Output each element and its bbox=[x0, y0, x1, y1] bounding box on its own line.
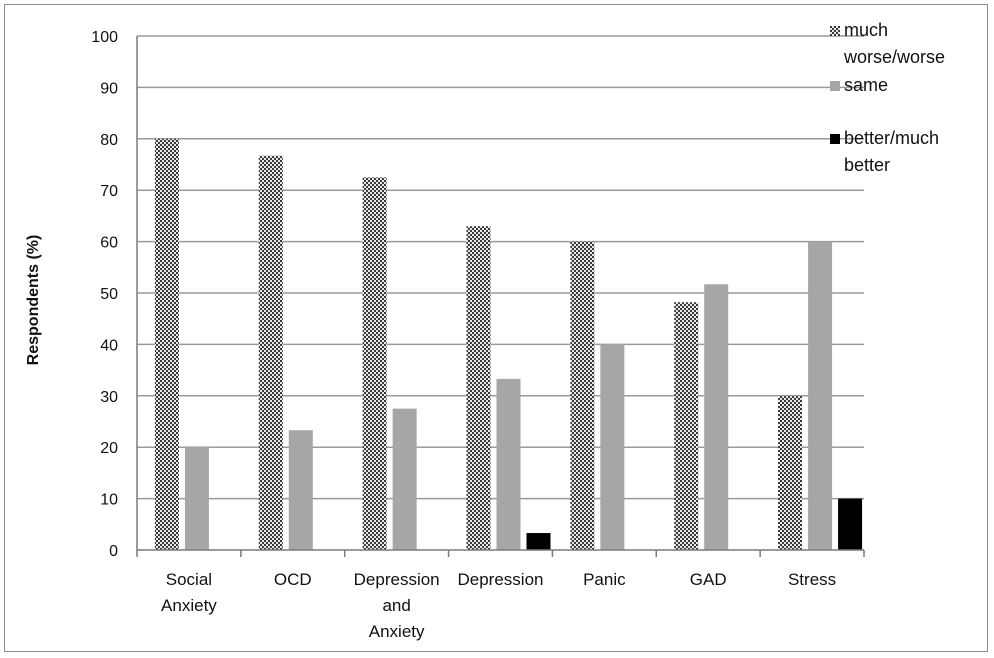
legend-swatch bbox=[830, 26, 840, 36]
legend: much worse/worse same better/much better bbox=[830, 20, 945, 175]
bar bbox=[392, 408, 417, 550]
bar bbox=[184, 447, 209, 550]
x-tick-label: Depression and Anxiety bbox=[354, 570, 440, 641]
x-tick-label: Stress bbox=[788, 570, 836, 589]
bar bbox=[808, 241, 833, 550]
bar bbox=[496, 378, 521, 550]
y-axis-label: Respondents (%) bbox=[25, 235, 42, 366]
y-tick-label: 60 bbox=[100, 235, 118, 252]
y-tick-label: 40 bbox=[100, 337, 118, 354]
legend-label: much worse/worse bbox=[843, 20, 945, 67]
bar bbox=[778, 395, 803, 550]
y-tick-label: 90 bbox=[100, 80, 118, 97]
y-tick-label: 100 bbox=[91, 29, 118, 46]
bar bbox=[600, 344, 625, 550]
legend-label: same bbox=[844, 75, 888, 95]
legend-label: better/much better bbox=[844, 128, 939, 175]
x-tick-label: Panic bbox=[583, 570, 626, 589]
bar bbox=[466, 226, 491, 550]
legend-swatch bbox=[830, 134, 840, 144]
bar bbox=[570, 241, 595, 550]
bars bbox=[154, 138, 863, 551]
bar bbox=[362, 177, 387, 550]
bar bbox=[288, 430, 313, 550]
bar bbox=[674, 302, 699, 550]
gridlines bbox=[137, 35, 864, 500]
bar bbox=[704, 284, 729, 550]
y-tick-label: 70 bbox=[100, 183, 118, 200]
x-tick-label: Depression bbox=[458, 570, 544, 589]
y-tick-label: 80 bbox=[100, 132, 118, 149]
bar bbox=[838, 498, 863, 550]
bar bbox=[258, 155, 283, 550]
axes: 0 10 20 30 40 50 60 70 80 90 100 Social Anxiety OCD De… bbox=[91, 29, 865, 641]
y-tick-label: 50 bbox=[100, 286, 118, 303]
y-tick-label: 10 bbox=[100, 492, 118, 509]
x-tick-label: Social Anxiety bbox=[161, 570, 217, 615]
bar bbox=[154, 138, 179, 551]
y-tick-label: 30 bbox=[100, 389, 118, 406]
bar bbox=[526, 533, 551, 550]
x-tick-label: OCD bbox=[274, 570, 312, 589]
x-tick-label: GAD bbox=[690, 570, 727, 589]
y-tick-label: 20 bbox=[100, 440, 118, 457]
legend-swatch bbox=[830, 81, 840, 91]
y-tick-label: 0 bbox=[109, 543, 118, 560]
